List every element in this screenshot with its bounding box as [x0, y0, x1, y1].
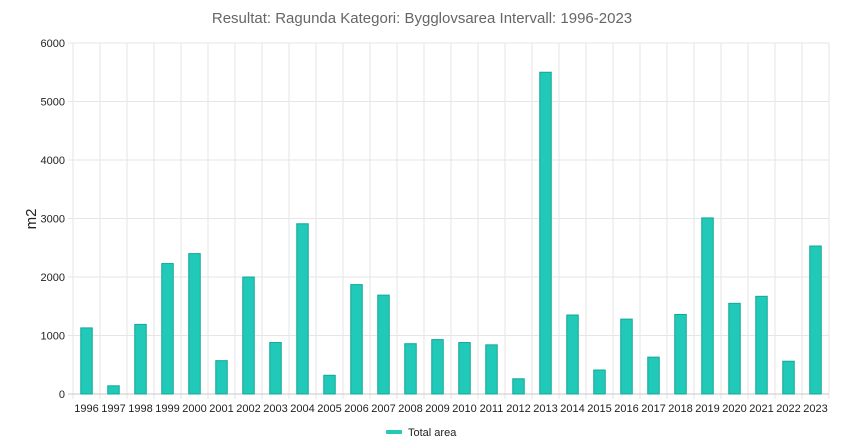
x-tick-label: 2012: [506, 403, 530, 415]
x-tick-label: 2008: [398, 403, 422, 415]
bar-2020[interactable]: [728, 302, 741, 395]
x-tick-label: 2009: [425, 403, 449, 415]
x-tick-label: 2004: [290, 403, 314, 415]
y-axis-ticks: 0 1000 2000 3000 4000 5000 6000: [41, 38, 65, 401]
bar-2005[interactable]: [323, 374, 336, 395]
y-tick-label: 3000: [41, 214, 65, 226]
bar-2021[interactable]: [755, 295, 768, 395]
x-tick-label: 2006: [344, 403, 368, 415]
x-tick-label: 1999: [155, 403, 179, 415]
y-tick-label: 2000: [41, 272, 65, 284]
x-tick-label: 2023: [803, 403, 827, 415]
bar-2018[interactable]: [674, 313, 687, 395]
bar-2010[interactable]: [458, 342, 471, 395]
x-tick-label: 2010: [452, 403, 476, 415]
bar-2014[interactable]: [566, 314, 579, 395]
legend-label[interactable]: Total area: [408, 427, 457, 439]
x-tick-label: 1997: [101, 403, 125, 415]
x-tick-label: 2017: [641, 403, 665, 415]
bar-2015[interactable]: [593, 369, 606, 395]
x-tick-label: 2019: [695, 403, 719, 415]
x-tick-label: 2022: [776, 403, 800, 415]
x-tick-label: 2007: [371, 403, 395, 415]
x-tick-label: 2021: [749, 403, 773, 415]
bar-1998[interactable]: [134, 323, 147, 395]
chart-title: Resultat: Ragunda Kategori: Bygglovsarea…: [212, 10, 632, 27]
bar-2023[interactable]: [809, 245, 822, 395]
x-tick-label: 2001: [209, 403, 233, 415]
x-tick-label: 2000: [182, 403, 206, 415]
bar-2002[interactable]: [242, 276, 255, 395]
x-tick-label: 1996: [74, 403, 98, 415]
bars: [80, 71, 822, 395]
bar-2016[interactable]: [620, 318, 633, 395]
y-tick-label: 1000: [41, 331, 65, 343]
y-tick-label: 5000: [41, 97, 65, 109]
bar-2001[interactable]: [215, 360, 228, 395]
bar-1999[interactable]: [161, 263, 174, 395]
y-tick-label: 6000: [41, 38, 65, 50]
bar-2013[interactable]: [539, 71, 552, 395]
legend-swatch[interactable]: [386, 430, 402, 434]
x-axis-ticks: 1996 1997 1998 1999 2000 2001 2002 2003 2004 2005…: [74, 403, 827, 415]
bar-2003[interactable]: [269, 342, 282, 395]
bar-2012[interactable]: [512, 378, 525, 395]
bar-2017[interactable]: [647, 356, 660, 395]
bar-1997[interactable]: [107, 385, 120, 395]
y-tick-label: 4000: [41, 155, 65, 167]
bar-2000[interactable]: [188, 253, 201, 395]
bar-2007[interactable]: [377, 294, 390, 395]
x-tick-label: 2018: [668, 403, 692, 415]
x-tick-label: 2020: [722, 403, 746, 415]
y-axis-label: m2: [23, 209, 40, 230]
bar-2019[interactable]: [701, 217, 714, 395]
bar-1996[interactable]: [80, 327, 93, 395]
legend[interactable]: Total area: [386, 427, 457, 439]
x-tick-label: 2016: [614, 403, 638, 415]
x-tick-label: 2014: [560, 403, 584, 415]
bar-2009[interactable]: [431, 339, 444, 395]
bar-2011[interactable]: [485, 344, 498, 395]
x-tick-label: 2005: [317, 403, 341, 415]
y-tick-label: 0: [59, 389, 65, 401]
x-tick-label: 2002: [236, 403, 260, 415]
x-tick-label: 1998: [128, 403, 152, 415]
x-tick-label: 2013: [533, 403, 557, 415]
grid: [68, 42, 830, 399]
x-tick-label: 2011: [480, 403, 504, 415]
x-tick-label: 2015: [587, 403, 611, 415]
bar-2008[interactable]: [404, 343, 417, 395]
bar-2004[interactable]: [296, 223, 309, 395]
bar-2006[interactable]: [350, 284, 363, 395]
x-tick-label: 2003: [263, 403, 287, 415]
bar-2022[interactable]: [782, 360, 795, 395]
